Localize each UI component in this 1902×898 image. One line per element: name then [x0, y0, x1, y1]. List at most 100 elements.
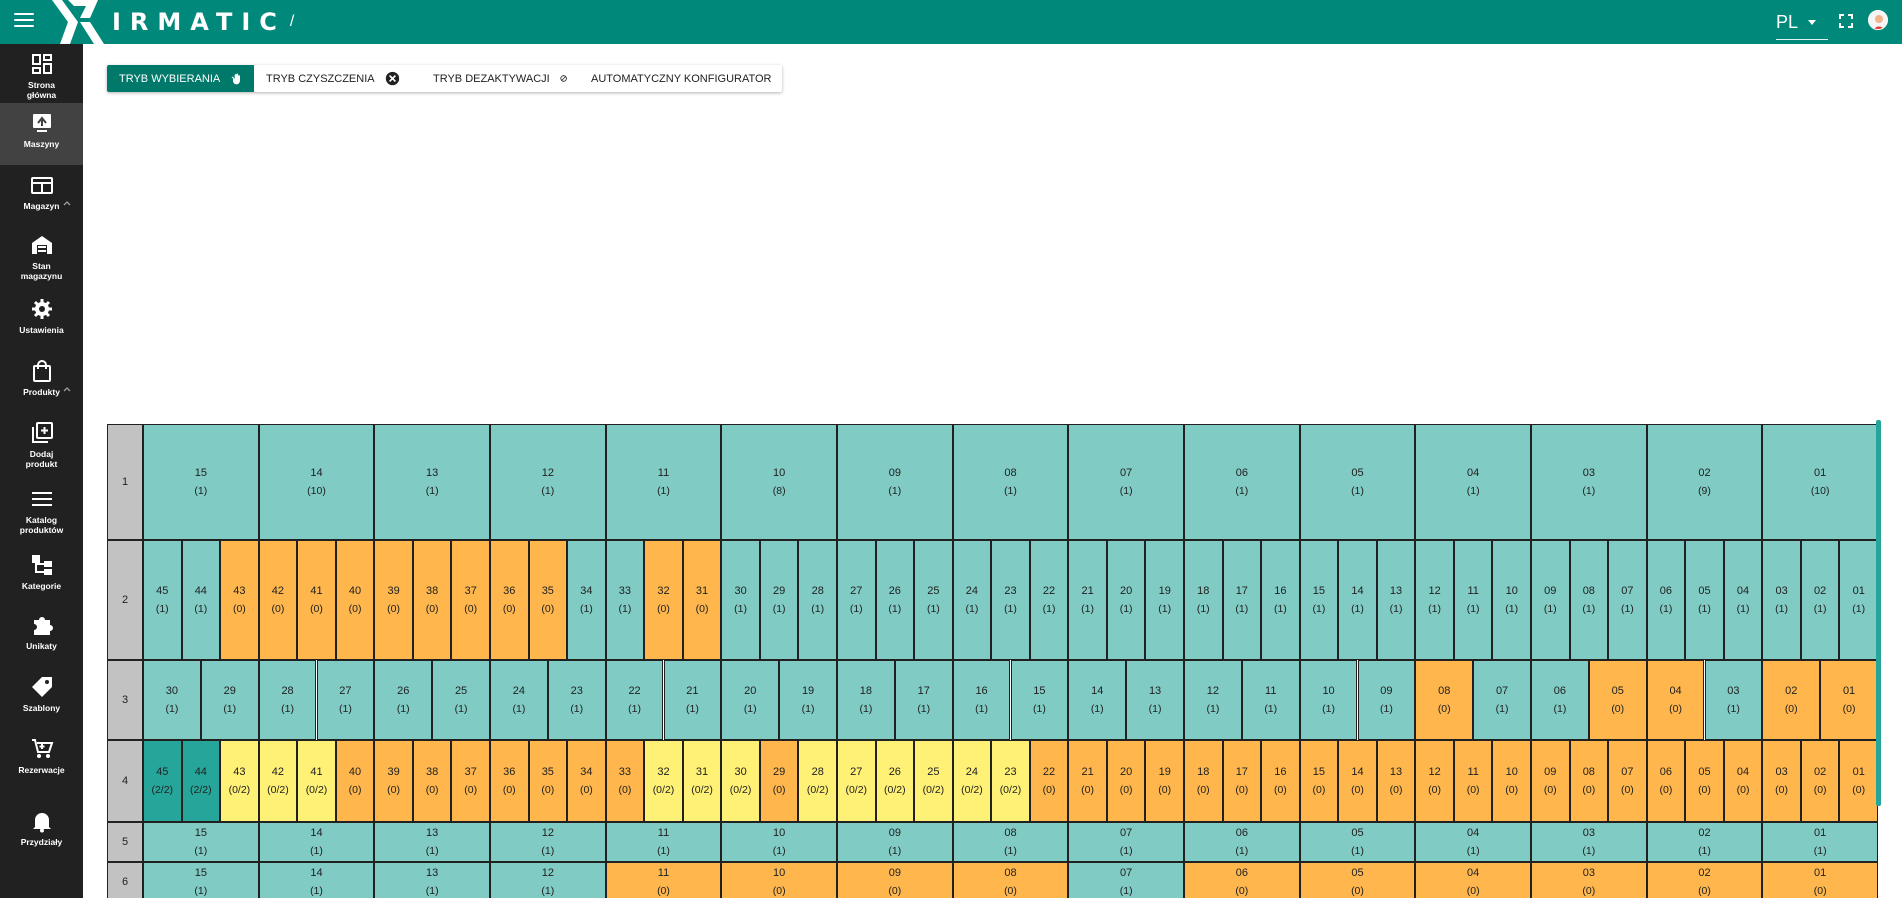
slot-cell[interactable]: 29 (1) [759, 540, 799, 660]
slot-cell[interactable]: 19 (1) [779, 660, 837, 740]
sidebar-item-magazyn[interactable]: Magazyn [0, 165, 83, 225]
sidebar-item-strona-główna[interactable]: Strona główna [0, 44, 83, 102]
slot-cell[interactable]: 29 (0) [759, 740, 799, 822]
slot-cell[interactable]: 08 (1) [952, 822, 1069, 862]
slot-cell[interactable]: 01 (1) [1839, 540, 1878, 660]
slot-cell[interactable]: 06 (1) [1646, 540, 1686, 660]
slot-cell[interactable]: 02 (1) [1646, 822, 1763, 862]
slot-cell[interactable]: 09 (1) [837, 822, 953, 862]
slot-cell[interactable]: 25 (0/2) [914, 740, 953, 822]
slot-cell[interactable]: 17 (1) [894, 660, 953, 740]
slot-cell[interactable]: 30 (0/2) [721, 740, 760, 822]
slot-cell[interactable]: 13 (0) [1376, 740, 1416, 822]
slot-cell[interactable]: 21 (1) [663, 660, 722, 740]
slot-cell[interactable]: 14 (1) [258, 862, 375, 898]
slot-cell[interactable]: 17 (0) [1222, 740, 1262, 822]
slot-cell[interactable]: 35 (0) [528, 540, 568, 660]
slot-cell[interactable]: 18 (1) [1184, 540, 1223, 660]
slot-cell[interactable]: 27 (0/2) [837, 740, 876, 822]
mode-button-3[interactable]: TRYB DEZAKTYWACJI [421, 65, 579, 92]
slot-cell[interactable]: 24 (0/2) [952, 740, 992, 822]
slot-cell[interactable]: 11 (1) [605, 822, 722, 862]
slot-cell[interactable]: 13 (1) [1126, 660, 1184, 740]
slot-cell[interactable]: 15 (0) [1299, 740, 1339, 822]
sidebar-item-dodaj-produkt[interactable]: Dodaj produkt [0, 413, 83, 479]
slot-cell[interactable]: 03 (1) [1531, 822, 1647, 862]
slot-cell[interactable]: 20 (0) [1106, 740, 1146, 822]
slot-cell[interactable]: 07 (0) [1608, 740, 1647, 822]
slot-cell[interactable]: 11 (1) [1241, 660, 1300, 740]
grid-scrollbar[interactable] [1876, 420, 1881, 806]
slot-cell[interactable]: 03 (0) [1762, 740, 1801, 822]
slot-cell[interactable]: 04 (1) [1723, 540, 1763, 660]
slot-cell[interactable]: 45 (1) [143, 540, 182, 660]
slot-cell[interactable]: 30 (1) [721, 540, 760, 660]
slot-cell[interactable]: 05 (0) [1685, 740, 1724, 822]
slot-cell[interactable]: 02 (0) [1646, 862, 1763, 898]
slot-cell[interactable]: 03 (1) [1762, 540, 1801, 660]
slot-cell[interactable]: 14 (1) [1338, 540, 1377, 660]
slot-cell[interactable]: 25 (1) [432, 660, 490, 740]
slot-cell[interactable]: 03 (1) [1704, 660, 1763, 740]
slot-cell[interactable]: 09 (1) [1531, 540, 1570, 660]
slot-cell[interactable]: 20 (1) [1106, 540, 1146, 660]
slot-cell[interactable]: 05 (1) [1685, 540, 1724, 660]
slot-cell[interactable]: 40 (0) [335, 740, 375, 822]
chevron-up-icon[interactable] [63, 385, 71, 393]
slot-cell[interactable]: 37 (0) [451, 740, 490, 822]
slot-cell[interactable]: 44 (2/2) [181, 740, 221, 822]
slot-cell[interactable]: 28 (0/2) [798, 740, 837, 822]
slot-cell[interactable]: 07 (1) [1473, 660, 1531, 740]
slot-cell[interactable]: 23 (1) [547, 660, 606, 740]
slot-cell[interactable]: 31 (0) [682, 540, 722, 660]
slot-cell[interactable]: 08 (1) [1569, 540, 1609, 660]
slot-cell[interactable]: 14 (1) [258, 822, 375, 862]
slot-cell[interactable]: 06 (1) [1531, 660, 1589, 740]
slot-cell[interactable]: 04 (1) [1415, 822, 1531, 862]
slot-cell[interactable]: 03 (0) [1531, 862, 1647, 898]
slot-cell[interactable]: 14 (10) [258, 424, 375, 540]
slot-cell[interactable]: 19 (0) [1145, 740, 1184, 822]
slot-cell[interactable]: 08 (0) [1415, 660, 1474, 740]
slot-cell[interactable]: 39 (0) [374, 740, 413, 822]
slot-cell[interactable]: 13 (1) [374, 822, 490, 862]
slot-cell[interactable]: 13 (1) [374, 862, 490, 898]
sidebar-item-katalog-produktów[interactable]: Katalog produktów [0, 479, 83, 545]
slot-cell[interactable]: 18 (1) [837, 660, 895, 740]
slot-cell[interactable]: 10 (1) [1299, 660, 1358, 740]
sidebar-item-kategorie[interactable]: Kategorie [0, 545, 83, 605]
slot-cell[interactable]: 41 (0/2) [297, 740, 336, 822]
mode-button-4[interactable]: AUTOMATYCZNY KONFIGURATOR [579, 65, 782, 92]
slot-cell[interactable]: 06 (0) [1646, 740, 1686, 822]
slot-cell[interactable]: 18 (0) [1184, 740, 1223, 822]
slot-cell[interactable]: 31 (0/2) [682, 740, 722, 822]
slot-cell[interactable]: 14 (1) [1068, 660, 1127, 740]
slot-cell[interactable]: 04 (0) [1415, 862, 1531, 898]
slot-cell[interactable]: 22 (1) [1029, 540, 1069, 660]
slot-cell[interactable]: 28 (1) [798, 540, 837, 660]
slot-cell[interactable]: 20 (1) [721, 660, 780, 740]
slot-cell[interactable]: 42 (0/2) [258, 740, 298, 822]
sidebar-item-unikaty[interactable]: Unikaty [0, 605, 83, 667]
slot-cell[interactable]: 02 (0) [1800, 740, 1840, 822]
sidebar-item-stan-magazynu[interactable]: Stan magazynu [0, 225, 83, 289]
user-avatar[interactable] [1868, 10, 1888, 30]
slot-cell[interactable]: 04 (0) [1646, 660, 1705, 740]
slot-cell[interactable]: 30 (1) [143, 660, 201, 740]
slot-cell[interactable]: 12 (1) [490, 424, 606, 540]
slot-cell[interactable]: 11 (1) [605, 424, 722, 540]
sidebar-item-przydziały[interactable]: Przydziały [0, 791, 83, 867]
slot-cell[interactable]: 24 (1) [952, 540, 992, 660]
slot-cell[interactable]: 27 (1) [316, 660, 375, 740]
sidebar-item-produkty[interactable]: Produkty [0, 351, 83, 413]
slot-cell[interactable]: 05 (1) [1299, 424, 1416, 540]
slot-cell[interactable]: 22 (0) [1029, 740, 1069, 822]
slot-cell[interactable]: 07 (1) [1608, 540, 1647, 660]
slot-cell[interactable]: 38 (0) [412, 540, 452, 660]
slot-cell[interactable]: 12 (0) [1415, 740, 1454, 822]
slot-cell[interactable]: 07 (1) [1068, 862, 1184, 898]
slot-cell[interactable]: 15 (1) [143, 862, 259, 898]
slot-cell[interactable]: 04 (0) [1723, 740, 1763, 822]
app-logo[interactable]: IRMATIC / [46, 0, 294, 44]
slot-cell[interactable]: 03 (1) [1531, 424, 1647, 540]
